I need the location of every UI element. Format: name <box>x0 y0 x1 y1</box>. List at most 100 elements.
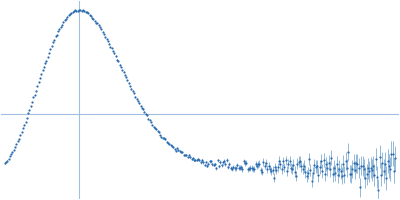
Point <box>301 164 307 167</box>
Point <box>127 84 133 87</box>
Point <box>276 159 282 162</box>
Point <box>365 167 371 170</box>
Point <box>80 9 86 12</box>
Point <box>184 156 191 159</box>
Point <box>297 160 303 163</box>
Point <box>225 166 231 169</box>
Point <box>8 152 14 156</box>
Point <box>364 173 370 176</box>
Point <box>82 10 89 13</box>
Point <box>341 173 348 176</box>
Point <box>374 176 380 179</box>
Point <box>59 23 65 26</box>
Point <box>289 167 295 171</box>
Point <box>48 45 55 48</box>
Point <box>280 160 286 163</box>
Point <box>123 75 129 79</box>
Point <box>166 142 172 145</box>
Point <box>290 163 297 166</box>
Point <box>224 159 230 162</box>
Point <box>200 161 206 164</box>
Point <box>239 167 246 171</box>
Point <box>137 104 144 107</box>
Point <box>126 81 132 84</box>
Point <box>131 92 137 95</box>
Point <box>277 163 284 166</box>
Point <box>250 167 256 171</box>
Point <box>167 144 174 147</box>
Point <box>337 169 344 173</box>
Point <box>110 49 116 53</box>
Point <box>140 108 146 111</box>
Point <box>294 162 300 165</box>
Point <box>142 113 149 116</box>
Point <box>201 163 208 167</box>
Point <box>120 70 127 73</box>
Point <box>390 152 396 155</box>
Point <box>165 141 171 144</box>
Point <box>145 117 152 120</box>
Point <box>286 159 293 163</box>
Point <box>37 77 43 80</box>
Point <box>258 169 264 172</box>
Point <box>150 125 157 128</box>
Point <box>38 73 44 76</box>
Point <box>213 167 220 170</box>
Point <box>288 166 294 170</box>
Point <box>72 9 78 12</box>
Point <box>96 24 102 27</box>
Point <box>344 166 350 170</box>
Point <box>210 163 217 166</box>
Point <box>25 111 31 115</box>
Point <box>353 162 359 165</box>
Point <box>135 99 141 102</box>
Point <box>116 63 123 66</box>
Point <box>132 95 138 98</box>
Point <box>69 10 76 14</box>
Point <box>7 154 13 157</box>
Point <box>34 85 40 88</box>
Point <box>81 10 88 13</box>
Point <box>310 171 316 175</box>
Point <box>323 163 329 166</box>
Point <box>348 173 354 176</box>
Point <box>282 159 289 162</box>
Point <box>314 165 320 168</box>
Point <box>370 165 376 168</box>
Point <box>97 26 103 29</box>
Point <box>149 123 156 127</box>
Point <box>376 155 383 158</box>
Point <box>387 167 393 171</box>
Point <box>356 166 362 170</box>
Point <box>22 121 29 124</box>
Point <box>254 164 260 167</box>
Point <box>316 165 323 169</box>
Point <box>272 166 278 169</box>
Point <box>284 169 290 172</box>
Point <box>198 161 204 164</box>
Point <box>60 20 67 23</box>
Point <box>26 109 33 112</box>
Point <box>357 186 363 189</box>
Point <box>214 159 221 162</box>
Point <box>217 160 224 163</box>
Point <box>232 167 238 170</box>
Point <box>244 168 251 171</box>
Point <box>222 162 229 165</box>
Point <box>293 174 299 178</box>
Point <box>175 148 182 152</box>
Point <box>269 169 276 172</box>
Point <box>12 145 18 149</box>
Point <box>273 168 280 172</box>
Point <box>383 177 390 180</box>
Point <box>350 162 357 165</box>
Point <box>330 172 336 176</box>
Point <box>379 162 386 165</box>
Point <box>266 164 272 167</box>
Point <box>333 162 340 166</box>
Point <box>176 150 183 153</box>
Point <box>84 11 90 14</box>
Point <box>346 172 353 175</box>
Point <box>378 173 384 176</box>
Point <box>203 160 209 163</box>
